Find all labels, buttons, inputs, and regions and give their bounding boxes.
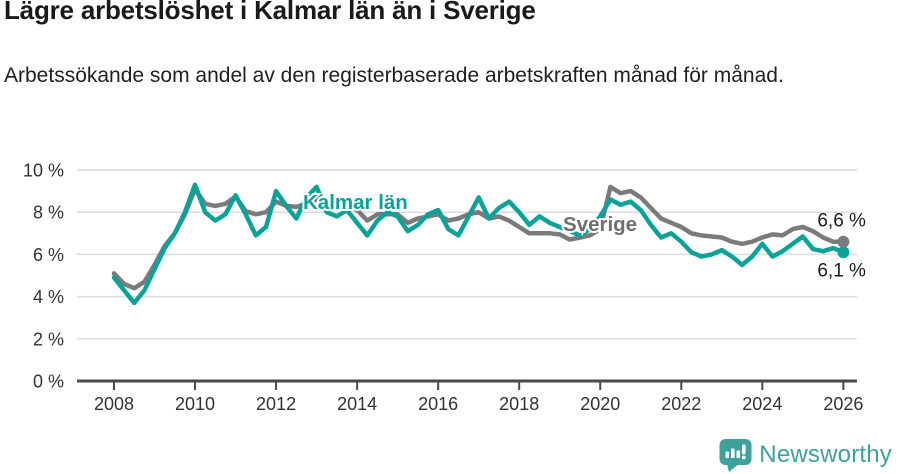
x-axis-tick-label: 2008 [94, 394, 134, 414]
series-end-dot-kalmar [837, 246, 850, 259]
y-axis-tick-label: 0 % [33, 372, 64, 392]
end-value-label-kalmar: 6,1 % [817, 260, 866, 281]
y-axis-tick-label: 8 % [33, 203, 64, 223]
end-value-label-sverige: 6,6 % [817, 211, 866, 232]
series-end-dot-sverige [837, 235, 850, 248]
page-title: Lägre arbetslöshet i Kalmar län än i Sve… [4, 0, 536, 25]
series-line-kalmar [111, 182, 846, 306]
x-axis-tick-label: 2014 [337, 394, 377, 414]
x-axis-tick-label: 2012 [256, 394, 296, 414]
x-axis-tick-label: 2026 [823, 394, 863, 414]
y-axis-tick-label: 6 % [33, 245, 64, 265]
page-subtitle: Arbetssökande som andel av den registerb… [4, 64, 784, 87]
x-axis-tick-label: 2018 [499, 394, 539, 414]
x-axis-tick-label: 2016 [418, 394, 458, 414]
y-axis-tick-label: 10 % [23, 161, 64, 181]
x-axis-tick-label: 2022 [661, 394, 701, 414]
x-axis-tick-label: 2020 [580, 394, 620, 414]
series-label-kalmar: Kalmar län [303, 191, 408, 214]
newsworthy-logo-icon [719, 439, 752, 472]
y-axis-tick-label: 4 % [33, 287, 64, 307]
x-axis-tick-label: 2010 [175, 394, 215, 414]
newsworthy-brand-text: Newsworthy [759, 441, 892, 468]
footer-brand: Newsworthy [719, 438, 892, 472]
series-label-sverige: Sverige [563, 213, 637, 236]
y-axis-tick-label: 2 % [33, 329, 64, 349]
x-axis-tick-label: 2024 [742, 394, 782, 414]
